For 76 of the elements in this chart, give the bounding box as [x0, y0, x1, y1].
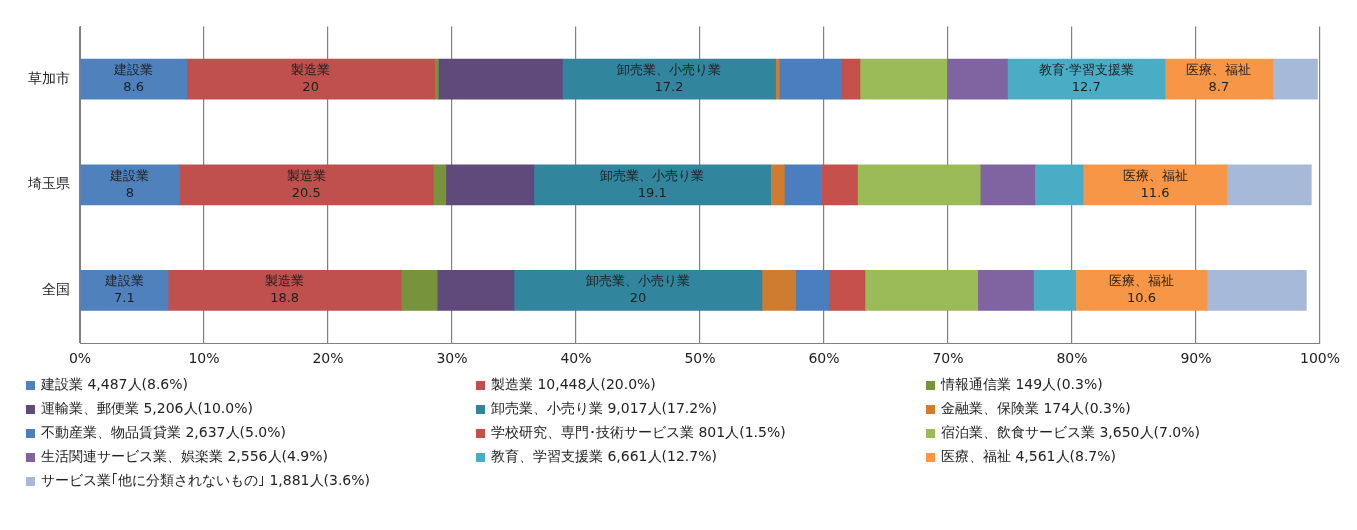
legend-label: 建設業 4,487人(8.6%) — [41, 376, 189, 394]
legend-label: 情報通信業 149人(0.3%) — [941, 376, 1103, 394]
legend-label: 宿泊業、飲食サービス業 3,650人(7.0%) — [941, 424, 1201, 442]
legend-label: サービス業｢他に分類されないもの｣ 1,881人(3.6%) — [41, 472, 371, 490]
bar — [859, 58, 948, 100]
legend-label: 学校研究、専門･技術サービス業 801人(1.5%) — [491, 424, 786, 442]
bar — [779, 58, 842, 100]
bar — [775, 58, 780, 100]
data-label: 医療、福祉 10.6 — [1108, 273, 1174, 306]
y-tick-label: 埼玉県 — [27, 175, 70, 192]
legend-label: 不動産業、物品賃貸業 2,637人(5.0%) — [41, 424, 287, 442]
x-tick-label: 0% — [68, 350, 92, 367]
x-tick-label: 20% — [312, 350, 344, 367]
legend-label: 製造業 10,448人(20.0%) — [491, 376, 656, 394]
data-label: 製造業 18.8 — [265, 273, 305, 306]
legend-label: 運輸業、郵便業 5,206人(10.0%) — [41, 400, 253, 418]
x-tick-label: 100% — [1299, 350, 1340, 367]
bar — [1226, 164, 1312, 206]
bar — [857, 164, 981, 206]
bar — [841, 58, 861, 100]
bar — [770, 164, 785, 206]
bar — [80, 270, 169, 311]
legend-label: 金融業、保険業 174人(0.3%) — [941, 400, 1131, 418]
data-label: 医療、福祉 11.6 — [1122, 167, 1188, 200]
bar — [946, 58, 1008, 100]
data-label: 建設業 7.1 — [103, 273, 144, 306]
data-label: 製造業 20 — [291, 62, 331, 95]
legend-label: 生活関連サービス業、娯楽業 2,556人(4.9%) — [41, 448, 329, 466]
y-tick-label: 草加市 — [28, 69, 70, 86]
bar — [80, 58, 187, 100]
bar — [795, 270, 830, 311]
data-label: 建設業 8.6 — [113, 62, 154, 95]
legend-label: 医療、福祉 4,561人(8.7%) — [941, 448, 1117, 466]
bar — [513, 270, 763, 311]
data-label: 卸売業、小売り業 17.2 — [616, 62, 721, 95]
bar — [178, 164, 434, 206]
x-tick-label: 80% — [1056, 350, 1088, 367]
bar — [1033, 270, 1077, 311]
x-tick-label: 70% — [932, 350, 964, 367]
bar — [1206, 270, 1307, 311]
data-label: 建設業 8 — [109, 167, 150, 200]
bar — [1082, 164, 1228, 206]
bar — [977, 270, 1034, 311]
bar — [828, 270, 866, 311]
bar — [438, 58, 563, 100]
data-label: 教育·学習支援業 12.7 — [1038, 62, 1134, 95]
y-tick-label: 全国 — [42, 281, 70, 298]
data-label: 医療、福祉 8.7 — [1186, 62, 1252, 95]
legend-label: 卸売業、小売り業 9,017人(17.2%) — [491, 400, 717, 418]
bar — [821, 164, 858, 206]
bar — [80, 164, 180, 206]
bar — [979, 164, 1036, 206]
bar — [562, 58, 776, 100]
bar — [436, 270, 515, 311]
bar — [445, 164, 535, 206]
bar — [400, 270, 438, 311]
bar — [434, 58, 439, 100]
x-tick-label: 50% — [684, 350, 716, 367]
data-label: 卸売業、小売り業 20 — [585, 273, 690, 306]
legend-label: 教育、学習支援業 6,661人(12.7%) — [491, 448, 717, 466]
bar — [186, 58, 435, 100]
x-tick-label: 60% — [808, 350, 840, 367]
bar — [783, 164, 822, 206]
bar — [433, 164, 447, 206]
bar — [533, 164, 771, 206]
x-tick-label: 90% — [1180, 350, 1212, 367]
x-tick-label: 30% — [436, 350, 468, 367]
bar — [167, 270, 402, 311]
bar — [1272, 58, 1318, 100]
bar — [864, 270, 979, 311]
bar — [1034, 164, 1084, 206]
bar — [761, 270, 796, 311]
x-tick-label: 10% — [188, 350, 220, 367]
data-label: 卸売業、小売り業 19.1 — [600, 167, 705, 200]
data-label: 製造業 20.5 — [286, 167, 326, 200]
x-tick-label: 40% — [560, 350, 592, 367]
